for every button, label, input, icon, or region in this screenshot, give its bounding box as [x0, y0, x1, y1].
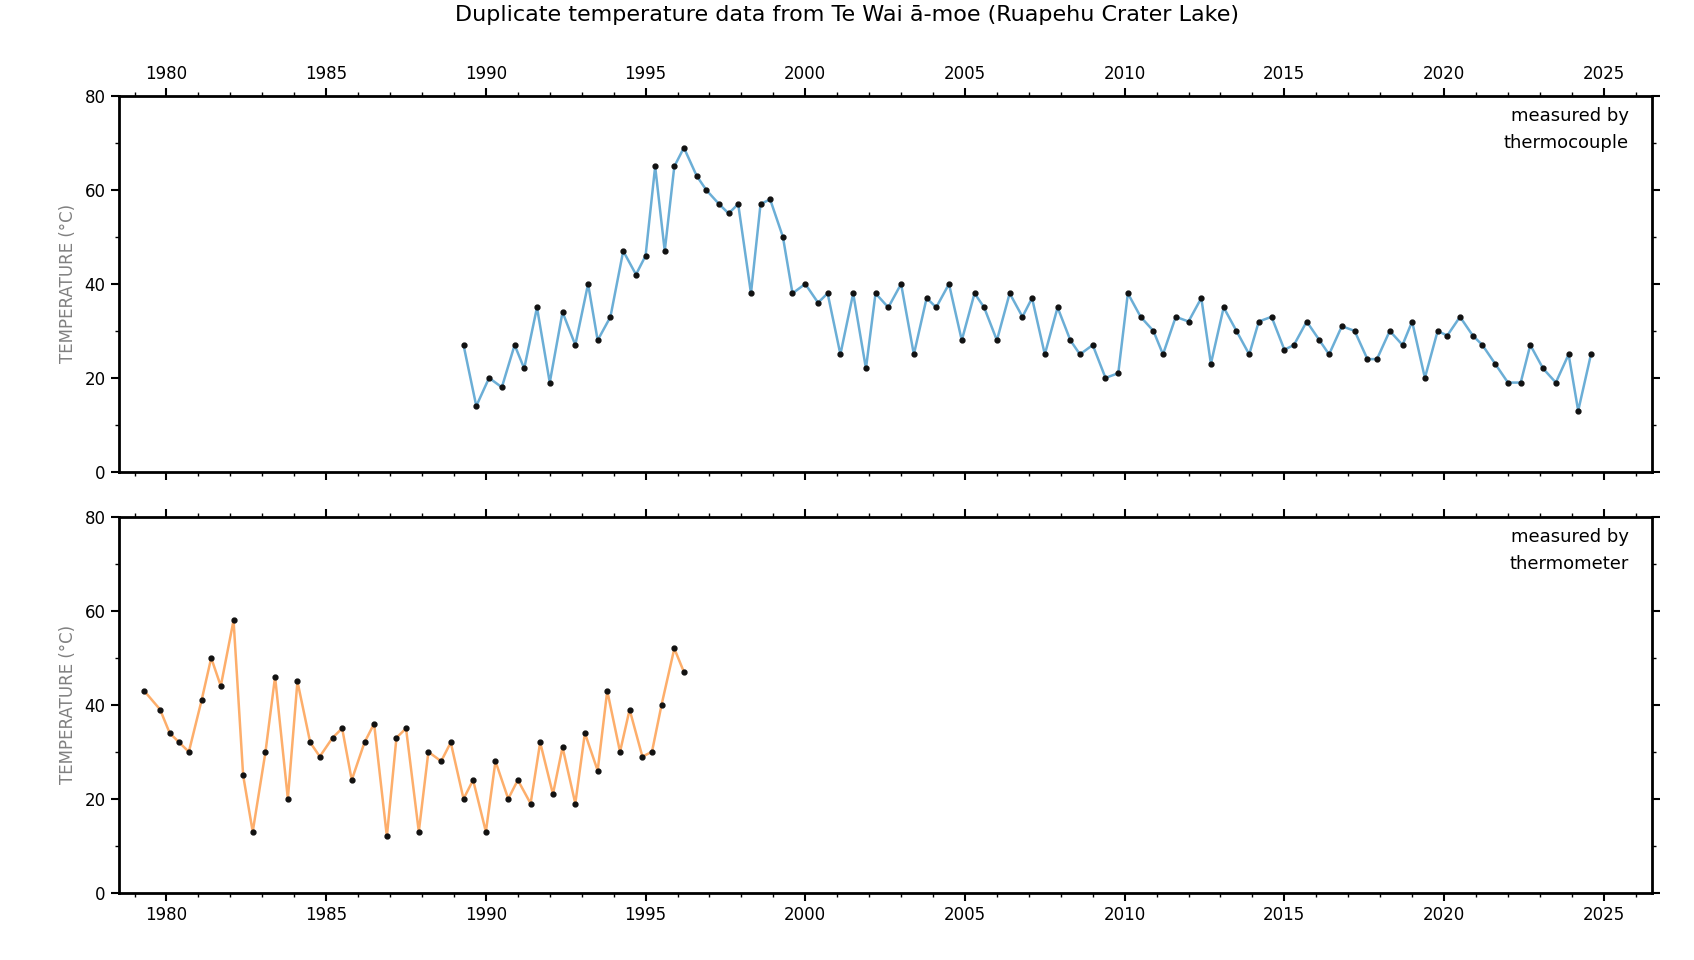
Text: measured by
thermocouple: measured by thermocouple — [1504, 108, 1628, 152]
Y-axis label: TEMPERATURE (°C): TEMPERATURE (°C) — [59, 625, 78, 784]
Text: measured by
thermometer: measured by thermometer — [1509, 528, 1628, 572]
Y-axis label: TEMPERATURE (°C): TEMPERATURE (°C) — [59, 204, 78, 364]
Text: Duplicate temperature data from Te Wai ā-moe (Ruapehu Crater Lake): Duplicate temperature data from Te Wai ā… — [456, 5, 1238, 25]
